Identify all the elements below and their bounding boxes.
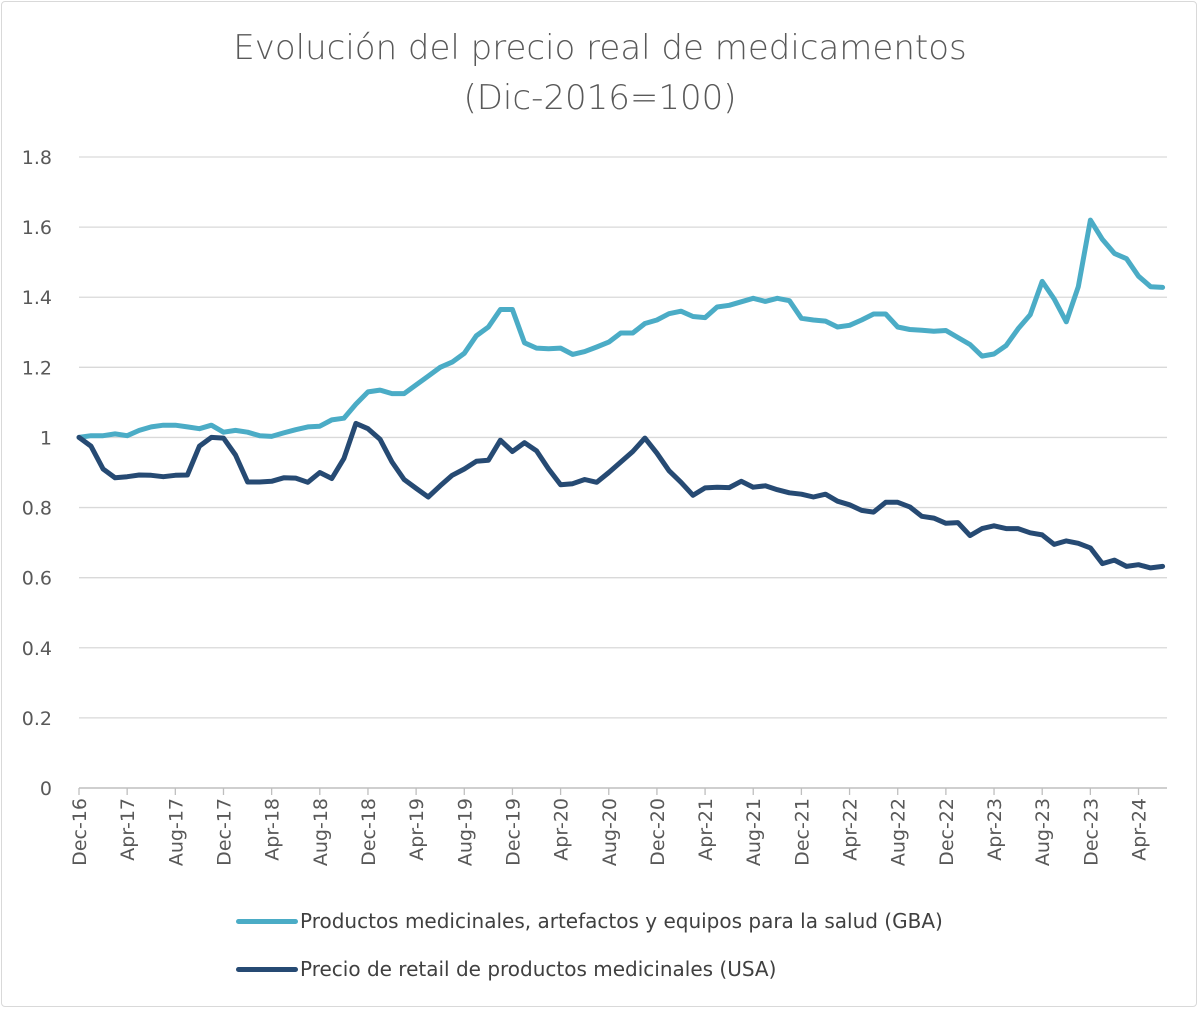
x-tick-label: Aug-23 (1032, 798, 1054, 866)
y-tick-label: 1.4 (22, 287, 52, 309)
y-tick-label: 1 (40, 427, 52, 449)
x-tick-label: Dec-16 (69, 798, 91, 866)
legend-swatch-usa (236, 966, 298, 972)
x-tick-label: Apr-22 (840, 798, 862, 861)
x-tick-label: Apr-23 (984, 798, 1006, 861)
y-tick-label: 1.2 (22, 357, 52, 379)
x-tick-label: Dec-21 (791, 798, 813, 866)
x-tick-label: Apr-21 (695, 798, 717, 861)
x-tick-label: Apr-17 (117, 798, 139, 861)
x-tick-label: Apr-20 (551, 798, 573, 861)
legend-item-usa: Precio de retail de productos medicinale… (236, 957, 776, 981)
series-line-usa (76, 420, 1166, 571)
y-tick-label: 1.8 (22, 147, 52, 169)
x-tick-label: Dec-23 (1080, 798, 1102, 866)
x-tick-label: Aug-20 (599, 798, 621, 866)
x-tick-label: Aug-22 (888, 798, 910, 866)
x-tick-label: Apr-19 (406, 798, 428, 861)
x-tick-label: Aug-17 (165, 798, 187, 866)
legend-swatch-gba (236, 918, 298, 924)
y-tick-label: 0 (40, 778, 52, 800)
x-tick-label: Apr-24 (1129, 798, 1151, 861)
legend-label-gba: Productos medicinales, artefactos y equi… (300, 909, 943, 933)
chart-subtitle: (Dic-2016=100) (463, 78, 737, 118)
x-tick-label: Dec-19 (502, 798, 524, 866)
x-tick-label: Dec-18 (358, 798, 380, 866)
y-tick-label: 1.6 (22, 217, 52, 239)
y-tick-label: 0.8 (22, 498, 52, 520)
x-tick-label: Aug-21 (743, 798, 765, 866)
x-tick-label: Apr-18 (262, 798, 284, 861)
series-line-gba (76, 217, 1166, 440)
y-tick-label: 0.6 (22, 568, 52, 590)
x-tick-label: Dec-20 (647, 798, 669, 866)
x-tick-label: Aug-18 (310, 798, 332, 866)
x-tick-label: Dec-22 (936, 798, 958, 866)
y-tick-label: 0.2 (22, 708, 52, 730)
chart-title: Evolución del precio real de medicamento… (233, 28, 967, 68)
y-tick-label: 0.4 (22, 638, 52, 660)
x-tick-label: Aug-19 (454, 798, 476, 866)
x-tick-label: Dec-17 (213, 798, 235, 866)
legend-label-usa: Precio de retail de productos medicinale… (300, 957, 777, 981)
legend-item-gba: Productos medicinales, artefactos y equi… (236, 909, 943, 933)
